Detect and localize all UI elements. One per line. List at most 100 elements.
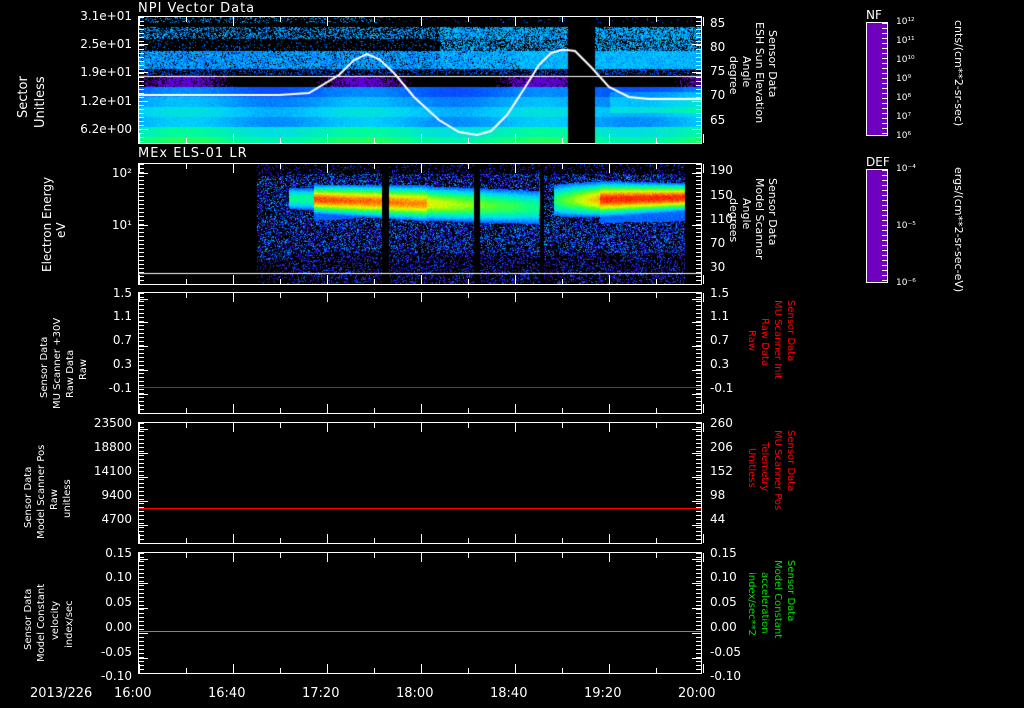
x-tick-mark xyxy=(327,553,328,562)
x-tick-mark xyxy=(468,293,469,298)
y-tick-mark xyxy=(692,44,701,45)
y-tick-mark xyxy=(692,72,701,73)
y-tick-mark xyxy=(139,525,148,526)
y-tick-mark xyxy=(139,633,148,634)
y-tick-mark xyxy=(692,394,701,395)
p5-right-ytick-4: -0.05 xyxy=(710,645,742,659)
x-tick-mark xyxy=(515,275,516,284)
y-tick-mark xyxy=(139,658,148,659)
p4-right-ytick-1: 206 xyxy=(710,440,733,454)
x-tick-mark xyxy=(515,553,516,562)
p5-ylabel-line-0: Sensor Data xyxy=(23,588,34,650)
colorbar-nf[interactable] xyxy=(866,22,888,136)
x-tick-mark xyxy=(139,553,140,562)
p5-ytick-1: 0.10 xyxy=(105,570,132,584)
colorbar-tick-label: 10¹¹ xyxy=(896,36,915,46)
els-spectrogram xyxy=(139,164,701,284)
y-tick-mark xyxy=(139,370,148,371)
x-tick-mark xyxy=(468,668,469,673)
npi-right-label-line-1: ESH Sun Elevation xyxy=(753,22,766,124)
panel-mu-scanner-30v[interactable] xyxy=(138,292,704,414)
y-tick-mark xyxy=(692,225,701,226)
x-tick-mark xyxy=(280,408,281,413)
colorbar-nf-unit: cnts/(cm**2-sr-sec) xyxy=(952,20,965,127)
x-tick-mark xyxy=(280,138,281,143)
els-right-ytick-1: 150 xyxy=(710,188,733,202)
colorbar-tick-label: 10¹² xyxy=(896,17,915,27)
x-tick-mark xyxy=(609,404,610,413)
x-tick-mark xyxy=(609,293,610,302)
npi-right-label-line-2: Angle xyxy=(740,56,753,88)
x-tick-mark xyxy=(233,534,234,543)
els-right-label-line-3: degrees xyxy=(727,198,740,243)
x-tick-mark xyxy=(703,134,704,143)
p4-ytick-3: 9400 xyxy=(101,488,132,502)
x-tick-mark xyxy=(421,275,422,284)
y-tick-mark xyxy=(139,129,148,130)
colorbar-nf-title: NF xyxy=(866,8,882,22)
x-tick-mark xyxy=(280,279,281,284)
p3-ylabel-line-0: Sensor Data xyxy=(39,336,50,398)
els-right-label-line-0: Sensor Data xyxy=(766,178,779,246)
x-tick-mark xyxy=(280,668,281,673)
x-tick-mark xyxy=(656,408,657,413)
x-tick-mark xyxy=(609,423,610,432)
x-tick-mark xyxy=(421,17,422,26)
x-tick-mark xyxy=(374,138,375,143)
x-tick-mark xyxy=(609,275,610,284)
panel-model-constant-velocity[interactable] xyxy=(138,552,704,674)
panel-model-scanner-pos[interactable] xyxy=(138,422,704,544)
npi-ytick-1: 2.5e+01 xyxy=(80,37,132,51)
npi-left-minor-ticks xyxy=(139,17,144,143)
mu-scanner-init-trace xyxy=(139,387,701,388)
y-tick-mark xyxy=(692,101,701,102)
p3-ytick-0: 1.5 xyxy=(112,286,132,300)
x-tick-mark xyxy=(703,404,704,413)
x-tick-mark xyxy=(233,275,234,284)
x-tick-mark xyxy=(515,534,516,543)
p4-ytick-1: 18800 xyxy=(93,440,132,454)
mu-scanner-pos-trace xyxy=(139,508,701,509)
x-tick-mark xyxy=(656,164,657,169)
x-tick-mark xyxy=(233,17,234,26)
xaxis-tick-5: 19:20 xyxy=(584,686,622,701)
p5-ylabel-line-1: Model Constant xyxy=(36,583,47,662)
xaxis-tick-6: 20:00 xyxy=(678,686,716,701)
npi-ytick-3: 1.2e+01 xyxy=(80,94,132,108)
x-tick-mark xyxy=(280,293,281,298)
x-tick-mark xyxy=(233,293,234,302)
x-tick-mark xyxy=(515,134,516,143)
x-tick-mark xyxy=(468,279,469,284)
els-right-ytick-0: 190 xyxy=(710,163,733,177)
x-tick-mark xyxy=(421,553,422,562)
p3-ylabel-line-3: Raw xyxy=(78,358,89,380)
x-tick-mark xyxy=(656,17,657,22)
x-tick-mark xyxy=(374,538,375,543)
panel-els[interactable] xyxy=(138,163,704,285)
panel-npi[interactable] xyxy=(138,16,704,144)
x-tick-mark xyxy=(515,293,516,302)
colorbar-def-unit: ergs/(cm**2-sr-sec-eV) xyxy=(952,167,965,293)
p4-ylabel-line-0: Sensor Data xyxy=(23,466,34,528)
x-tick-mark xyxy=(186,408,187,413)
p3-right-minor-ticks xyxy=(696,293,701,413)
p3-right-label-line-2: Raw Data xyxy=(759,318,770,367)
x-tick-mark xyxy=(139,134,140,143)
npi-ylabel-line-0: Sector xyxy=(16,76,31,118)
colorbar-def[interactable] xyxy=(866,169,888,283)
p4-ytick-0: 23500 xyxy=(93,416,132,430)
xaxis-tick-0: 16:00 xyxy=(114,686,152,701)
els-right-label-line-1: Model Scanner xyxy=(753,178,766,260)
colorbar-tick-label: 10⁻⁶ xyxy=(896,278,916,288)
x-tick-mark xyxy=(609,553,610,562)
y-tick-mark xyxy=(139,346,148,347)
x-tick-mark xyxy=(562,138,563,143)
npi-right-ytick-1: 80 xyxy=(710,40,726,54)
colorbar-def-title: DEF xyxy=(866,155,890,169)
y-tick-mark xyxy=(692,370,701,371)
npi-right-ytick-3: 70 xyxy=(710,88,726,102)
x-tick-mark xyxy=(139,534,140,543)
x-tick-mark xyxy=(703,275,704,284)
y-tick-mark xyxy=(139,72,148,73)
